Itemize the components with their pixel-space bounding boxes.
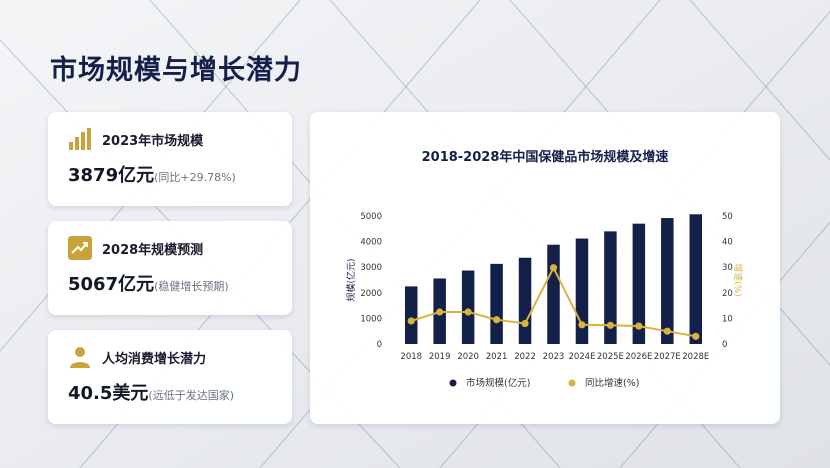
market-size-chart: 0 1000 2000 3000 4000 5000 0 10 20 30 40 50 规模(亿元) 增速… (345, 212, 744, 389)
y2-tick-label: 50 (722, 212, 733, 222)
trend-up-icon (68, 236, 92, 260)
y-tick-label: 4000 (360, 238, 382, 248)
line-point (606, 321, 615, 329)
bar (604, 231, 617, 344)
legend-label-bars: 市场规模(亿元) (466, 377, 530, 389)
bar (632, 223, 646, 344)
line-point (407, 317, 415, 325)
legend-marker-bars (449, 379, 457, 387)
stat-note: (同比+29.78%) (154, 171, 236, 184)
y-tick-label: 2000 (360, 289, 382, 299)
person-icon (70, 347, 90, 368)
stat-label: 2028年规模预测 (102, 243, 204, 258)
stat-note: (远低于发达国家) (148, 389, 235, 402)
stat-value: 3879亿元(同比+29.78%) (68, 161, 236, 187)
line-point (635, 322, 643, 330)
x-tick-label: 2026E (625, 352, 652, 362)
x-tick-label: 2018 (400, 352, 422, 362)
legend-marker-line (568, 379, 576, 387)
line-point (492, 316, 501, 324)
y-tick-label: 1000 (360, 314, 382, 324)
bar (461, 270, 475, 344)
page-title: 市场规模与增长潜力 (50, 55, 302, 86)
stat-note: (稳健增长预期) (154, 280, 229, 293)
x-tick-label: 2024E (568, 352, 595, 362)
y2-tick-label: 30 (722, 263, 733, 273)
legend-label-line: 同比增速(%) (585, 377, 639, 389)
line-point (464, 308, 472, 316)
bar (518, 257, 532, 344)
bar (661, 218, 674, 344)
bar (490, 263, 503, 344)
stat-label: 人均消费增长潜力 (102, 352, 207, 367)
y2-tick-label: 40 (722, 238, 733, 248)
bar-chart-icon (69, 128, 91, 150)
stat-label: 2023年市场规模 (102, 134, 204, 149)
stat-card-forecast-2028: 2028年规模预测 5067亿元(稳健增长预期) (48, 221, 292, 315)
x-tick-label: 2021 (486, 352, 508, 362)
bar (404, 286, 418, 344)
stat-card-per-capita-potential: 人均消费增长潜力 40.5美元(远低于发达国家) (48, 330, 292, 424)
line-point (663, 327, 671, 335)
chart-card: 2018-2028年中国保健品市场规模及增速 0 1000 2000 3000 4000… (310, 112, 780, 424)
y2-tick-label: 10 (722, 314, 733, 324)
x-tick-label: 2028E (682, 352, 709, 362)
line-point (521, 319, 529, 328)
line-point (549, 264, 558, 272)
chart-title: 2018-2028年中国保健品市场规模及增速 (421, 150, 669, 165)
stat-value-number: 3879亿元 (68, 165, 155, 186)
stat-value-number: 40.5美元 (68, 383, 149, 404)
x-tick-label: 2022 (514, 352, 536, 362)
x-tick-label: 2019 (429, 352, 451, 362)
y-tick-label: 5000 (360, 212, 382, 222)
x-tick-label: 2023 (543, 352, 565, 362)
y-axis-title: 规模(亿元) (345, 258, 357, 301)
stat-value: 40.5美元(远低于发达国家) (68, 379, 234, 405)
x-tick-label: 2025E (597, 352, 624, 362)
y2-tick-label: 0 (722, 340, 727, 350)
y-tick-label: 3000 (360, 263, 382, 273)
y2-tick-label: 20 (722, 289, 733, 299)
stat-value: 5067亿元(稳健增长预期) (68, 270, 229, 296)
line-point (578, 321, 586, 329)
x-tick-label: 2020 (457, 352, 479, 362)
y-tick-label: 0 (377, 340, 382, 350)
bar (689, 214, 703, 344)
stat-card-market-size-2023: 2023年市场规模 3879亿元(同比+29.78%) (48, 112, 292, 206)
x-tick-label: 2027E (654, 352, 681, 362)
stat-value-number: 5067亿元 (68, 274, 155, 295)
bar (547, 244, 560, 344)
line-point (692, 332, 700, 340)
y2-axis-title: 增速(%) (732, 263, 744, 297)
line-point (436, 308, 444, 316)
